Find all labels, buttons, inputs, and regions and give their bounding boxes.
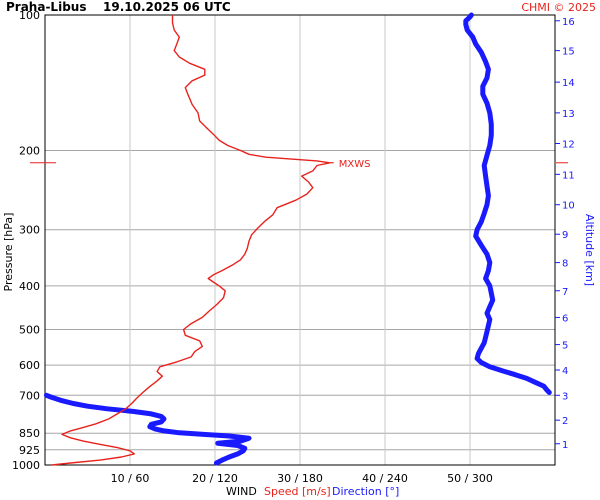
chart-credit: CHMI © 2025 [521,1,596,14]
altitude-tick-label: 3 [562,391,568,402]
altitude-axis-label: Altitude [km] [583,214,596,286]
altitude-tick-label: 11 [562,170,575,181]
speed-axis-label: Speed [m/s] [264,485,331,498]
wind-tick-label: 40 / 240 [362,472,408,485]
direction-series-line [463,12,552,395]
max-wind-marker: MXWS [30,159,568,170]
altitude-tick-label: 10 [562,201,575,212]
chart-title: Praha-Libus [6,0,86,14]
pressure-tick-label: 400 [19,280,40,293]
pressure-axis-label: Pressure [hPa] [2,213,15,292]
mxws-label: MXWS [339,159,371,170]
pressure-tick-label: 925 [19,444,40,457]
altitude-tick-label: 15 [562,47,575,58]
pressure-tick-label: 1000 [12,459,40,472]
altitude-tick-label: 16 [562,17,575,28]
pressure-tick-label: 200 [19,144,40,157]
pressure-ticks: 100 200 300 400 500 600 700 850 925 1000 [12,9,40,472]
speed-series-line [51,15,331,466]
pressure-tick-label: 300 [19,224,40,237]
altitude-tick-label: 2 [562,416,568,427]
direction-series-line [43,392,252,466]
altitude-tick-label: 14 [562,78,575,89]
pressure-tick-label: 700 [19,389,40,402]
altitude-tick-label: 8 [562,259,568,270]
altitude-tick-label: 5 [562,341,568,352]
pressure-tick-label: 100 [19,9,40,22]
pressure-tick-label: 850 [19,427,40,440]
wind-axis-label: WIND [226,485,257,498]
wind-ticks: 10 / 60 20 / 120 30 / 180 40 / 240 50 / 300 [111,472,493,485]
pressure-tick-label: 600 [19,359,40,372]
series-layer [43,12,552,466]
altitude-tick-label: 6 [562,313,568,324]
altitude-tick-label: 9 [562,230,568,241]
altitude-tick-label: 1 [562,440,568,451]
altitude-tick-label: 7 [562,287,568,298]
wind-tick-label: 30 / 180 [277,472,323,485]
grid-lines [45,14,555,466]
plot-frame [44,14,556,466]
altitude-tick-label: 12 [562,140,575,151]
altitude-tick-label: 4 [562,366,568,377]
wind-tick-label: 10 / 60 [111,472,150,485]
pressure-tick-label: 500 [19,324,40,337]
altitude-tick-label: 13 [562,109,575,120]
wind-tick-label: 50 / 300 [447,472,493,485]
chart-subtitle: 19.10.2025 06 UTC [103,0,231,14]
wind-tick-label: 20 / 120 [192,472,238,485]
direction-axis-label: Direction [°] [332,485,399,498]
